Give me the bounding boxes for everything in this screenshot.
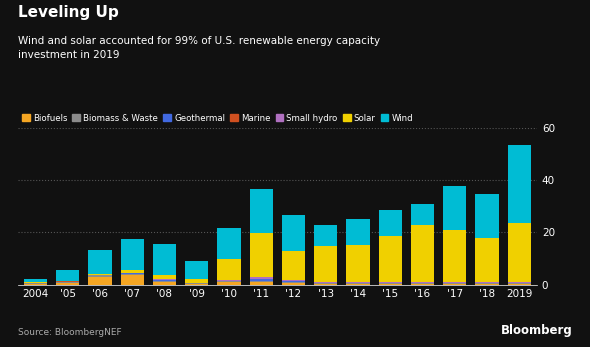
Bar: [282, 282, 305, 283]
Text: Leveling Up: Leveling Up: [18, 5, 119, 20]
Bar: [507, 282, 531, 283]
Bar: [476, 283, 499, 284]
Bar: [379, 210, 402, 236]
Bar: [346, 219, 369, 245]
Bar: [476, 194, 499, 238]
Bar: [120, 276, 144, 285]
Bar: [153, 275, 176, 279]
Text: Wind and solar accounted for 99% of U.S. renewable energy capacity
investment in: Wind and solar accounted for 99% of U.S.…: [18, 36, 380, 60]
Bar: [379, 236, 402, 282]
Text: Source: BloombergNEF: Source: BloombergNEF: [18, 328, 122, 337]
Bar: [443, 283, 466, 284]
Bar: [282, 215, 305, 252]
Bar: [476, 282, 499, 283]
Bar: [476, 238, 499, 282]
Bar: [56, 282, 79, 283]
Text: Bloomberg: Bloomberg: [500, 324, 572, 337]
Bar: [411, 283, 434, 284]
Bar: [507, 223, 531, 282]
Bar: [346, 282, 369, 283]
Bar: [411, 282, 434, 283]
Bar: [314, 225, 337, 246]
Bar: [443, 284, 466, 285]
Bar: [120, 273, 144, 274]
Bar: [24, 284, 47, 285]
Bar: [507, 145, 531, 223]
Bar: [153, 280, 176, 281]
Bar: [24, 279, 47, 282]
Bar: [153, 244, 176, 275]
Bar: [56, 270, 79, 281]
Bar: [24, 283, 47, 284]
Bar: [314, 246, 337, 282]
Bar: [217, 259, 241, 280]
Bar: [217, 280, 241, 281]
Bar: [185, 279, 208, 283]
Bar: [411, 225, 434, 282]
Bar: [153, 281, 176, 282]
Bar: [379, 283, 402, 284]
Legend: Biofuels, Biomass & Waste, Geothermal, Marine, Small hydro, Solar, Wind: Biofuels, Biomass & Waste, Geothermal, M…: [22, 113, 413, 122]
Bar: [346, 283, 369, 284]
Bar: [379, 282, 402, 283]
Bar: [250, 279, 273, 281]
Bar: [120, 270, 144, 273]
Bar: [185, 283, 208, 284]
Bar: [153, 282, 176, 285]
Bar: [346, 284, 369, 285]
Bar: [411, 204, 434, 225]
Bar: [250, 281, 273, 282]
Bar: [88, 276, 112, 277]
Bar: [282, 252, 305, 280]
Bar: [476, 284, 499, 285]
Bar: [153, 279, 176, 280]
Bar: [217, 282, 241, 285]
Bar: [185, 284, 208, 285]
Bar: [314, 283, 337, 284]
Bar: [282, 283, 305, 285]
Bar: [250, 189, 273, 233]
Bar: [120, 239, 144, 270]
Bar: [443, 230, 466, 282]
Bar: [314, 282, 337, 283]
Bar: [217, 281, 241, 282]
Bar: [282, 281, 305, 282]
Bar: [282, 280, 305, 281]
Bar: [88, 273, 112, 275]
Bar: [314, 284, 337, 285]
Bar: [443, 186, 466, 230]
Bar: [250, 277, 273, 279]
Bar: [250, 233, 273, 277]
Bar: [56, 283, 79, 285]
Bar: [250, 282, 273, 285]
Bar: [346, 245, 369, 282]
Bar: [507, 283, 531, 284]
Bar: [443, 282, 466, 283]
Bar: [217, 228, 241, 259]
Bar: [379, 284, 402, 285]
Bar: [88, 277, 112, 285]
Bar: [411, 284, 434, 285]
Bar: [507, 284, 531, 285]
Bar: [185, 261, 208, 279]
Bar: [120, 274, 144, 276]
Bar: [88, 250, 112, 273]
